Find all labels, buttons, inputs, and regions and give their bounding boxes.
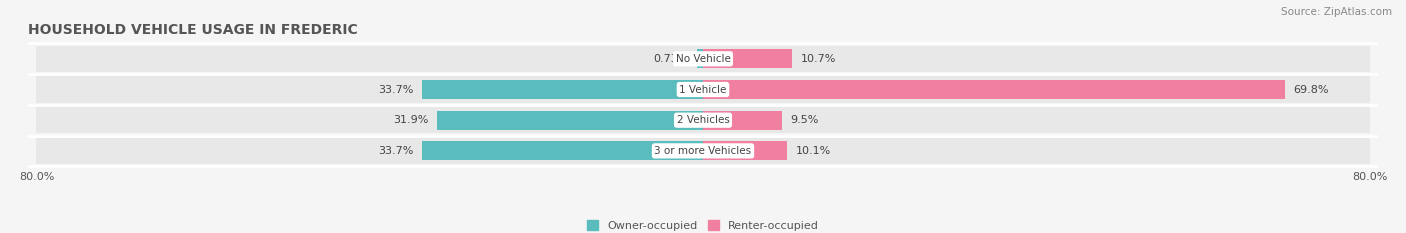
Text: No Vehicle: No Vehicle	[675, 54, 731, 64]
Bar	[703, 111, 782, 130]
Text: 9.5%: 9.5%	[790, 115, 818, 125]
Legend: Owner-occupied, Renter-occupied: Owner-occupied, Renter-occupied	[582, 216, 824, 233]
Bar	[703, 80, 1285, 99]
Text: Source: ZipAtlas.com: Source: ZipAtlas.com	[1281, 7, 1392, 17]
Text: 3 or more Vehicles: 3 or more Vehicles	[654, 146, 752, 156]
Bar	[422, 80, 703, 99]
Bar	[37, 107, 1369, 133]
Bar	[37, 46, 1369, 72]
Bar	[703, 49, 792, 68]
Text: HOUSEHOLD VEHICLE USAGE IN FREDERIC: HOUSEHOLD VEHICLE USAGE IN FREDERIC	[28, 23, 359, 37]
Text: 10.1%: 10.1%	[796, 146, 831, 156]
Text: 33.7%: 33.7%	[378, 146, 413, 156]
Bar	[437, 111, 703, 130]
Bar	[422, 141, 703, 160]
Text: 31.9%: 31.9%	[394, 115, 429, 125]
Bar	[703, 141, 787, 160]
Text: 69.8%: 69.8%	[1294, 85, 1329, 95]
Text: 1 Vehicle: 1 Vehicle	[679, 85, 727, 95]
Bar	[697, 49, 703, 68]
Bar	[37, 138, 1369, 164]
Text: 10.7%: 10.7%	[800, 54, 835, 64]
Bar	[37, 76, 1369, 103]
Text: 2 Vehicles: 2 Vehicles	[676, 115, 730, 125]
Text: 33.7%: 33.7%	[378, 85, 413, 95]
Text: 0.73%: 0.73%	[654, 54, 689, 64]
